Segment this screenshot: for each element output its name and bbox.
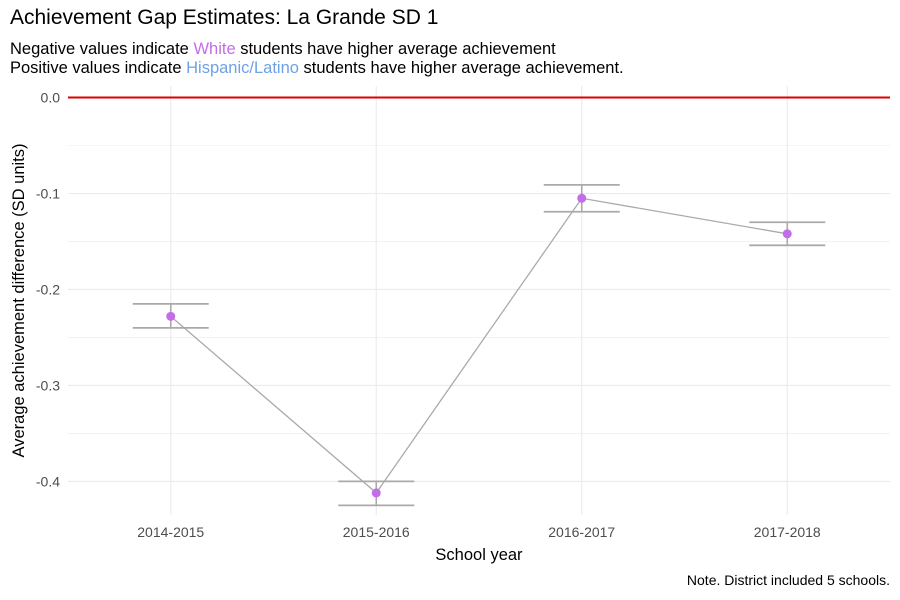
x-tick-label: 2015-2016 — [343, 524, 410, 540]
chart-title: Achievement Gap Estimates: La Grande SD … — [10, 6, 439, 29]
subtitle-2-highlight: Hispanic/Latino — [186, 59, 299, 77]
y-tick-label: -0.2 — [36, 281, 60, 297]
y-axis-title: Average achievement difference (SD units… — [10, 144, 28, 458]
y-tick-label: -0.3 — [36, 377, 60, 393]
x-tick-label: 2014-2015 — [137, 524, 204, 540]
y-tick-label: 0.0 — [41, 90, 61, 106]
x-axis-title: School year — [435, 546, 523, 564]
data-point — [577, 193, 587, 203]
subtitle-line-2: Positive values indicate Hispanic/Latino… — [10, 59, 624, 78]
y-tick-label: -0.1 — [36, 185, 60, 201]
subtitle-1-prefix: Negative values indicate — [10, 40, 194, 58]
subtitle-line-1: Negative values indicate White students … — [10, 40, 556, 59]
subtitle-2-suffix: students have higher average achievement… — [298, 59, 624, 77]
data-point — [371, 488, 381, 498]
footnote: Note. District included 5 schools. — [686, 572, 890, 588]
data-point — [166, 311, 176, 321]
subtitle-2-prefix: Positive values indicate — [10, 59, 187, 77]
subtitle-1-suffix: students have higher average achievement — [235, 40, 556, 58]
series-line — [170, 197, 788, 494]
x-tick-label: 2017-2018 — [754, 524, 821, 540]
subtitle-1-highlight: White — [193, 40, 236, 58]
y-tick-label: -0.4 — [36, 473, 60, 489]
data-point — [782, 229, 792, 239]
x-tick-label: 2016-2017 — [548, 524, 615, 540]
